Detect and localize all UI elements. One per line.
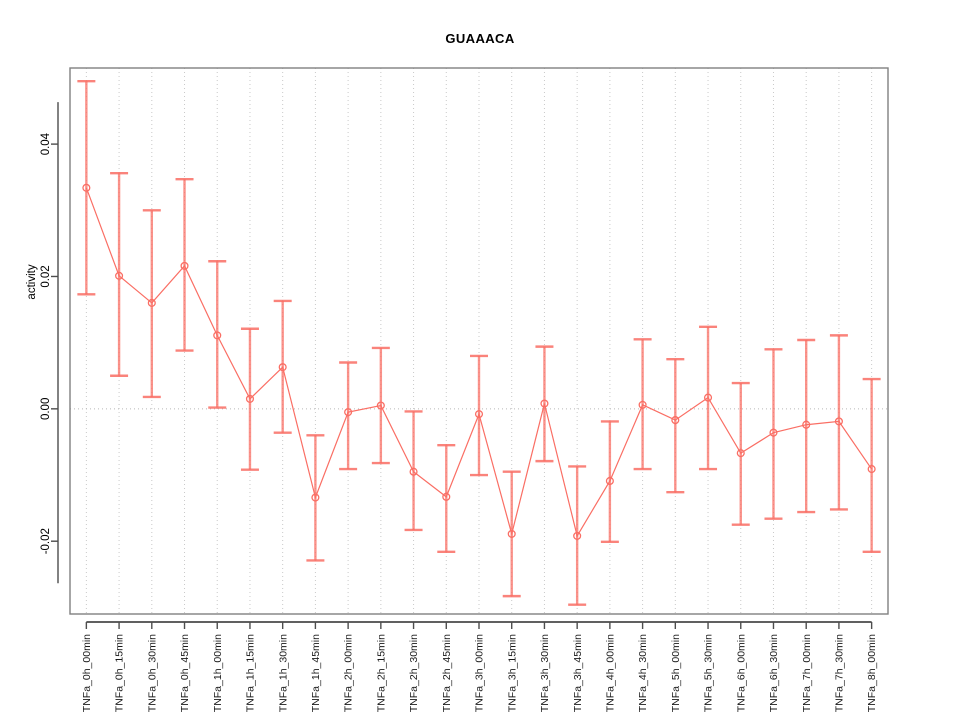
x-axis-tick-label: TNFa_3h_45min <box>572 634 584 712</box>
data-point-marker <box>638 400 647 409</box>
data-point-marker <box>573 531 582 540</box>
x-axis-tick-label: TNFa_1h_00min <box>212 634 224 712</box>
data-point-marker <box>180 261 189 270</box>
plot-frame <box>69 67 889 615</box>
data-point-marker <box>834 417 843 426</box>
data-point-marker <box>671 416 680 425</box>
errorbar-point <box>142 209 161 399</box>
errorbar-point <box>862 377 881 553</box>
data-point-marker <box>605 476 614 486</box>
data-point-marker <box>507 529 516 538</box>
errorbar-point <box>175 177 194 352</box>
y-axis-tick-label: 0.02 <box>40 265 52 287</box>
x-axis-tick-label: TNFa_3h_00min <box>474 634 486 712</box>
errorbar-point <box>600 420 619 544</box>
y-axis-tick-label: 0.04 <box>40 132 52 155</box>
errorbar-point <box>240 327 259 471</box>
data-point-marker <box>376 401 385 410</box>
errorbar-point <box>404 410 423 532</box>
x-axis-tick-label: TNFa_3h_15min <box>506 634 518 712</box>
data-point-marker <box>311 493 320 502</box>
data-point-marker <box>147 298 156 307</box>
data-point-marker <box>474 410 484 419</box>
errorbar-point <box>273 299 292 434</box>
data-point-marker <box>115 271 124 280</box>
x-axis-tick-label: TNFa_2h_15min <box>375 634 387 712</box>
errorbar-point <box>666 358 685 494</box>
x-axis-tick-label: TNFa_5h_00min <box>670 634 682 712</box>
x-axis-tick-label: TNFa_1h_30min <box>277 634 289 712</box>
data-point-marker <box>540 399 549 408</box>
x-axis-tick-label: TNFa_2h_45min <box>441 634 453 712</box>
data-point-marker <box>867 465 876 474</box>
errorbar-point <box>829 334 848 511</box>
errorbar-point <box>110 172 129 377</box>
errorbar-point <box>208 260 227 409</box>
x-axis-tick-label: TNFa_4h_30min <box>637 634 649 712</box>
x-axis-tick-label: TNFa_1h_45min <box>310 634 322 712</box>
x-axis-tick-label: TNFa_6h_00min <box>735 634 747 712</box>
x-axis-tick-label: TNFa_0h_30min <box>146 634 158 712</box>
errorbar-point <box>470 354 488 477</box>
errorbar-point <box>633 338 652 471</box>
errorbar-point <box>502 470 521 598</box>
data-point-marker <box>409 467 418 476</box>
errorbar-point <box>77 80 96 296</box>
x-axis-tick-label: TNFa_7h_30min <box>834 634 846 712</box>
x-axis-tick-label: TNFa_6h_30min <box>768 634 780 712</box>
x-axis-tick-label: TNFa_7h_00min <box>801 634 813 712</box>
data-point-marker <box>245 394 255 403</box>
x-axis-tick-label: TNFa_3h_30min <box>539 634 551 712</box>
data-point-marker <box>802 420 811 429</box>
errorbar-point <box>535 345 554 463</box>
errorbar-point <box>764 348 783 520</box>
errorbar-point <box>731 381 750 526</box>
chart-title: GUAAACA <box>445 31 515 46</box>
x-axis-tick-label: TNFa_0h_00min <box>81 634 93 712</box>
x-axis-tick-label: TNFa_4h_00min <box>604 634 616 712</box>
data-point-marker <box>344 408 353 417</box>
errorbar-point <box>339 361 358 471</box>
data-point-marker <box>278 363 287 372</box>
errorbar-point <box>568 465 587 606</box>
x-axis-tick-label: TNFa_0h_45min <box>179 634 191 712</box>
x-axis-tick-label: TNFa_1h_15min <box>245 634 257 712</box>
x-axis-tick-label: TNFa_8h_00min <box>866 634 878 712</box>
errorbar-point <box>371 346 390 465</box>
data-point-marker <box>82 183 91 192</box>
x-axis-tick-label: TNFa_2h_30min <box>408 634 420 712</box>
x-axis-tick-label: TNFa_2h_00min <box>343 634 355 712</box>
errorbar-point <box>306 434 325 562</box>
errorbar-point <box>797 338 816 514</box>
errorbar-point <box>437 444 456 553</box>
data-point-marker <box>736 449 745 458</box>
y-axis-tick-label: -0.02 <box>40 528 52 554</box>
data-point-marker <box>703 393 713 402</box>
x-axis-tick-label: TNFa_5h_30min <box>703 634 715 712</box>
data-point-marker <box>769 428 778 437</box>
data-point-marker <box>213 331 222 340</box>
data-point-marker <box>442 492 451 501</box>
y-axis-tick-label: 0.00 <box>40 398 52 420</box>
x-axis-tick-label: TNFa_0h_15min <box>114 634 126 712</box>
errorbar-point <box>699 325 718 471</box>
